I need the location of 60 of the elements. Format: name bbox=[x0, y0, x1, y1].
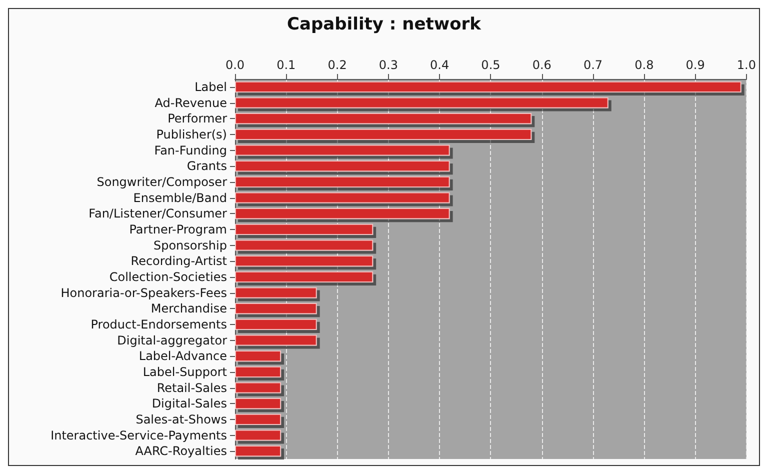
y-tick-label: AARC-Royalties bbox=[135, 444, 227, 458]
y-tick-label: Product-Endorsements bbox=[90, 317, 227, 332]
bar bbox=[235, 334, 317, 346]
y-tick-label: Collection-Societies bbox=[109, 270, 227, 284]
y-tick-label: Label bbox=[194, 80, 227, 94]
x-tick-label: 0.8 bbox=[634, 58, 654, 72]
bar bbox=[235, 287, 317, 298]
bar bbox=[235, 224, 374, 235]
bar bbox=[235, 271, 374, 282]
bar bbox=[235, 430, 282, 441]
y-tick-label: Ad-Revenue bbox=[154, 96, 227, 110]
bar bbox=[235, 318, 317, 330]
bar bbox=[235, 176, 450, 188]
bar bbox=[235, 366, 282, 378]
y-tick-label: Merchandise bbox=[150, 302, 227, 316]
bar bbox=[235, 160, 450, 172]
x-tick-label: 0.3 bbox=[378, 58, 398, 72]
y-tick-label: Digital-Sales bbox=[152, 396, 227, 411]
x-tick-label: 0.1 bbox=[276, 58, 296, 72]
y-tick-label: Label-Advance bbox=[138, 349, 227, 364]
bar bbox=[235, 398, 282, 410]
bar bbox=[235, 382, 282, 394]
bar bbox=[235, 240, 374, 251]
x-tick-label: 1.0 bbox=[736, 58, 756, 72]
bar bbox=[235, 414, 282, 425]
y-tick-label: Fan/Listener/Consumer bbox=[88, 206, 228, 221]
y-tick-label: Honoraria-or-Speakers-Fees bbox=[60, 286, 227, 300]
y-tick-label: Digital-aggregator bbox=[117, 333, 228, 348]
y-tick-label: Sales-at-Shows bbox=[136, 412, 227, 426]
bar bbox=[235, 128, 532, 140]
bar bbox=[235, 81, 742, 92]
x-tick-label: 0.6 bbox=[532, 58, 552, 72]
y-tick-label: Publisher(s) bbox=[156, 127, 227, 142]
y-tick-label: Songwriter/Composer bbox=[96, 174, 228, 189]
y-tick-label: Partner-Program bbox=[129, 222, 227, 236]
y-tick-label: Interactive-Service-Payments bbox=[50, 428, 227, 442]
bar bbox=[235, 256, 374, 267]
y-tick-label: Retail-Sales bbox=[156, 380, 227, 395]
y-tick-label: Label-Support bbox=[142, 364, 228, 379]
bar bbox=[235, 446, 282, 457]
x-tick-label: 0.0 bbox=[225, 58, 245, 72]
y-tick-label: Ensemble/Band bbox=[133, 190, 227, 205]
bar bbox=[235, 192, 450, 204]
bar bbox=[235, 97, 608, 108]
x-tick-label: 0.9 bbox=[686, 58, 705, 72]
y-tick-label: Sponsorship bbox=[153, 238, 227, 252]
bar bbox=[235, 303, 317, 314]
x-tick-label: 0.5 bbox=[481, 58, 500, 72]
y-tick-label: Fan-Funding bbox=[154, 143, 227, 158]
bar bbox=[235, 350, 282, 362]
bar bbox=[235, 113, 532, 124]
y-tick-label: Recording-Artist bbox=[130, 254, 228, 268]
bar bbox=[235, 144, 450, 156]
x-tick-label: 0.2 bbox=[328, 58, 347, 72]
bar bbox=[235, 208, 450, 220]
x-tick-label: 0.7 bbox=[583, 58, 603, 72]
x-tick-label: 0.4 bbox=[430, 58, 450, 72]
y-tick-label: Performer bbox=[168, 112, 228, 126]
y-tick-label: Grants bbox=[186, 159, 227, 174]
chart-title: Capability : network bbox=[287, 14, 482, 34]
